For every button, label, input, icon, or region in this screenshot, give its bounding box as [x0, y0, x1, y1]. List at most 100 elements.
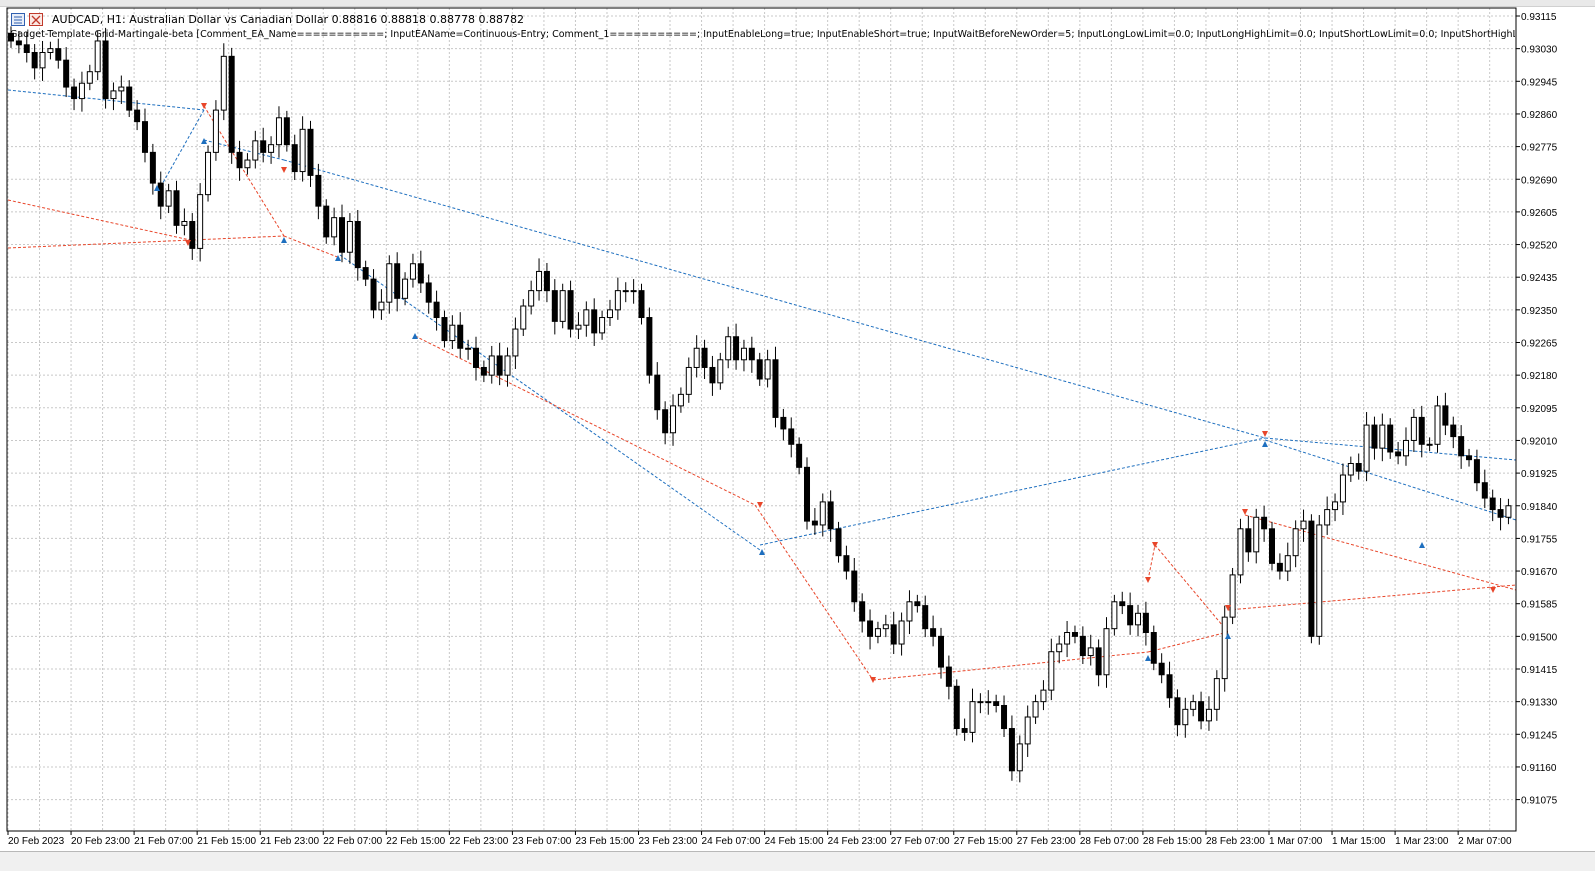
- candle-body: [378, 301, 385, 311]
- candle-body: [149, 151, 156, 184]
- candle-body: [528, 290, 535, 307]
- candle-body: [55, 48, 62, 61]
- candle-body: [1008, 728, 1015, 772]
- candle-body: [1087, 647, 1094, 657]
- candle-body: [1182, 708, 1189, 726]
- candle-body: [212, 109, 219, 153]
- candle-body: [740, 347, 747, 361]
- sell-marker: [1242, 509, 1248, 515]
- candle-body: [402, 278, 409, 299]
- x-axis-label: 21 Feb 23:00: [260, 836, 319, 847]
- candle-body: [1387, 424, 1394, 453]
- candle-body: [1473, 459, 1480, 484]
- candle-body: [638, 290, 645, 319]
- candle-body: [118, 86, 125, 92]
- candle-body: [1363, 424, 1370, 472]
- buy-marker: [1419, 542, 1425, 548]
- candle-body: [63, 59, 70, 88]
- x-axis-label: 21 Feb 15:00: [197, 836, 256, 847]
- candle-body: [488, 355, 495, 376]
- candle-body: [39, 51, 46, 69]
- candle-body: [370, 278, 377, 311]
- candle-body: [835, 528, 842, 557]
- buy-trade-line: [339, 254, 761, 551]
- candle-body: [236, 151, 243, 169]
- candle-body: [567, 290, 574, 330]
- candle-body: [134, 109, 141, 123]
- buy-marker: [759, 549, 765, 555]
- x-axis-label: 27 Feb 07:00: [891, 836, 950, 847]
- candle-body: [496, 355, 503, 376]
- candle-body: [575, 324, 582, 330]
- buy-marker: [1262, 441, 1268, 447]
- candle-body: [1127, 605, 1134, 626]
- candle-body: [1434, 405, 1441, 445]
- trade-lines: [7, 89, 1517, 681]
- candle-body: [465, 347, 472, 350]
- candle-body: [323, 205, 330, 238]
- buy-marker: [154, 185, 160, 191]
- sell-trade-line: [1147, 544, 1156, 581]
- candle-body: [307, 128, 314, 176]
- x-axis-label: 24 Feb 15:00: [765, 836, 824, 847]
- price-chart[interactable]: 0.93115 0.93030 0.92945 0.92860 0.92775 0.926…: [0, 0, 1595, 851]
- candle-body: [1339, 474, 1346, 503]
- candle-body: [126, 86, 133, 111]
- candle-body: [409, 263, 416, 280]
- sell-marker: [281, 167, 287, 173]
- candle-body: [1347, 462, 1354, 476]
- x-axis-label: 2 Mar 07:00: [1458, 836, 1512, 847]
- candle-body: [1324, 509, 1331, 526]
- candle-body: [1253, 516, 1260, 553]
- x-axis-label: 23 Feb 15:00: [575, 836, 634, 847]
- buy-trade-line: [7, 89, 205, 111]
- candle-body: [110, 90, 117, 100]
- candle-body: [1316, 524, 1323, 637]
- y-axis-label: 0.92775: [1521, 143, 1558, 154]
- buy-marker: [281, 237, 287, 243]
- candle-body: [228, 55, 235, 153]
- y-axis-label: 0.91415: [1521, 665, 1558, 676]
- candle-body: [1205, 708, 1212, 722]
- x-axis-label: 22 Feb 15:00: [386, 836, 445, 847]
- candle-body: [1450, 424, 1457, 438]
- candle-body: [102, 40, 109, 100]
- candle-body: [693, 347, 700, 368]
- x-axis-label: 22 Feb 23:00: [449, 836, 508, 847]
- candle-body: [551, 290, 558, 322]
- candle-body: [1056, 643, 1063, 653]
- candle-body: [31, 51, 38, 69]
- candle-body: [662, 409, 669, 434]
- chart-tab-bar[interactable]: [0, 851, 1595, 871]
- candle-body: [354, 221, 361, 269]
- candle-body: [717, 359, 724, 384]
- candle-body: [851, 570, 858, 603]
- candle-body: [1001, 704, 1008, 730]
- candle-body: [220, 55, 227, 111]
- sell-trade-line: [1227, 584, 1517, 611]
- candle-body: [94, 40, 101, 73]
- candle-body: [1190, 701, 1197, 710]
- candle-body: [827, 501, 834, 530]
- candle-body: [512, 328, 519, 357]
- sell-marker: [201, 103, 207, 109]
- chart-window-icon[interactable]: [11, 13, 43, 27]
- y-axis-label: 0.92690: [1521, 175, 1558, 186]
- candle-body: [520, 305, 527, 330]
- candle-body: [1332, 501, 1339, 511]
- candle-body: [1032, 701, 1039, 718]
- candle-body: [425, 282, 432, 303]
- candle-body: [197, 194, 204, 249]
- candle-body: [441, 317, 448, 342]
- candle-body: [1505, 505, 1512, 518]
- candle-body: [788, 428, 795, 445]
- y-axis-label: 0.92945: [1521, 77, 1558, 88]
- candle-body: [1269, 528, 1275, 564]
- candle-body: [969, 701, 976, 733]
- candle-body: [299, 128, 306, 173]
- candle-body: [189, 221, 196, 249]
- candle-body: [472, 347, 479, 368]
- candle-body: [1292, 528, 1299, 557]
- candle-body: [796, 443, 803, 468]
- candle-body: [71, 86, 78, 100]
